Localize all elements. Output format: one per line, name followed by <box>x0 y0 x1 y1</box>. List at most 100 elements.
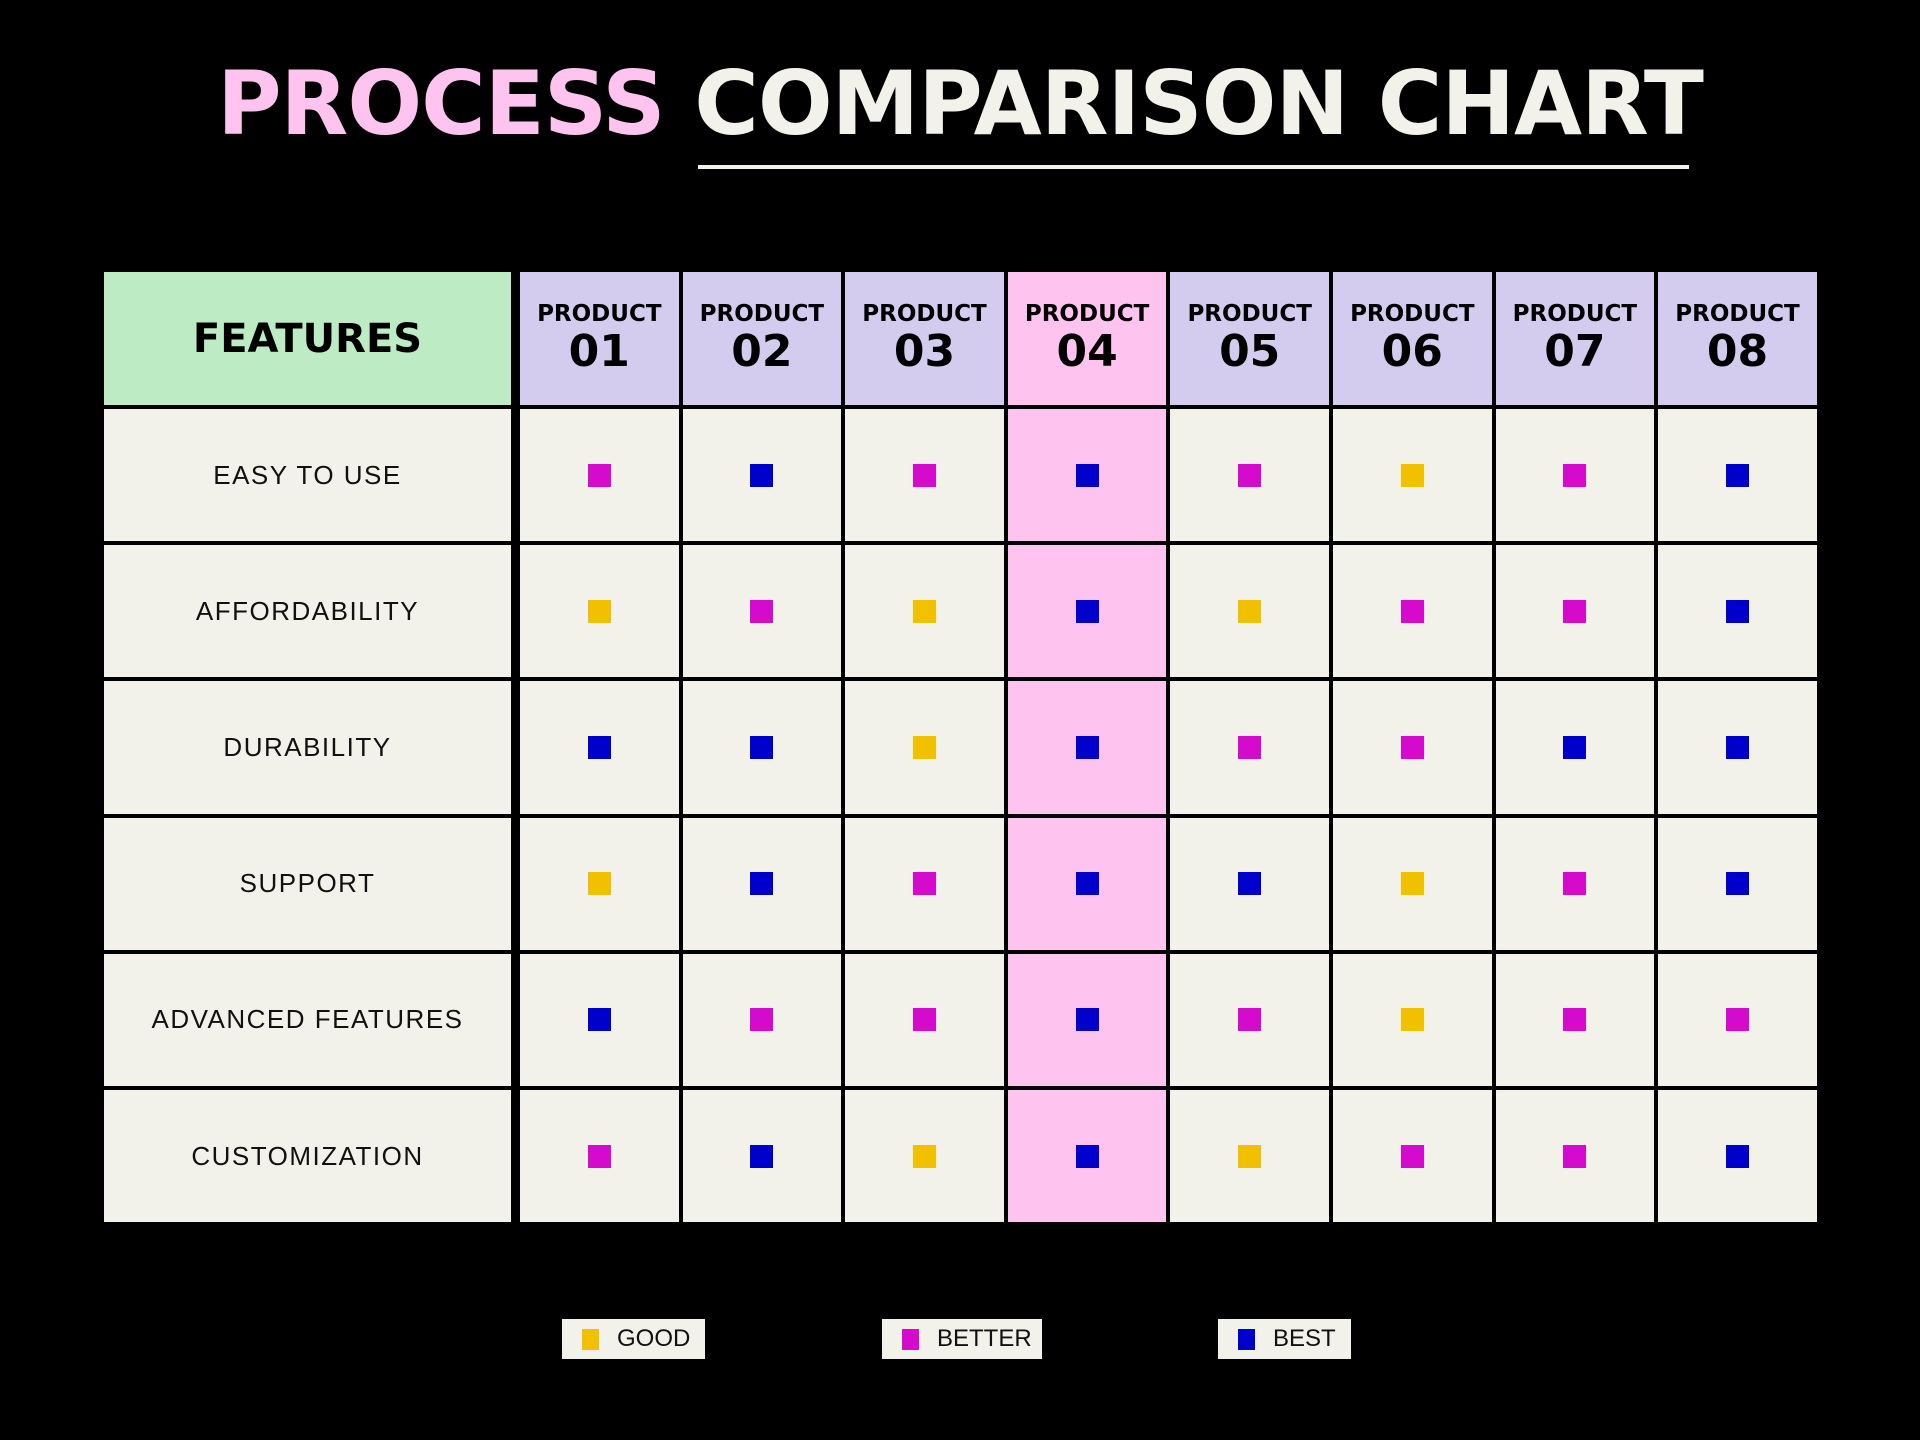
row-label: ADVANCED FEATURES <box>104 953 511 1086</box>
table-cell <box>520 817 679 950</box>
rating-mark-better <box>1725 1008 1749 1032</box>
rating-mark-better <box>587 463 611 487</box>
table-cell <box>1007 545 1167 678</box>
rating-mark-better <box>912 1008 936 1032</box>
rating-mark-good <box>912 1144 936 1168</box>
product-number: 03 <box>893 326 956 377</box>
legend-label: BETTER <box>937 1325 1032 1352</box>
product-number: 08 <box>1706 326 1769 377</box>
product-number: 06 <box>1381 326 1443 377</box>
table-cell <box>845 1090 1004 1223</box>
table-cell <box>1170 409 1329 542</box>
product-number: 04 <box>1056 326 1118 377</box>
product-label: PRODUCT <box>699 301 825 327</box>
product-number: 01 <box>568 326 630 377</box>
table-cell <box>1007 1090 1167 1223</box>
table-cell <box>1170 681 1329 814</box>
rating-mark-best <box>750 1144 774 1168</box>
table-cell <box>1333 409 1492 542</box>
legend-swatch <box>902 1328 919 1350</box>
rating-mark-best <box>750 735 774 759</box>
rating-mark-best <box>1238 872 1262 896</box>
column-header-product-01: PRODUCT 01 <box>520 272 679 405</box>
table-cell <box>1170 545 1329 678</box>
table-cell <box>520 1090 679 1223</box>
table-cell <box>1495 409 1655 542</box>
table-cell <box>1170 1090 1329 1223</box>
table-cell <box>845 817 1004 950</box>
table-cell <box>845 545 1004 678</box>
product-label: PRODUCT <box>1187 301 1312 327</box>
table-cell <box>1007 953 1167 1086</box>
legend-label: BEST <box>1273 1325 1336 1352</box>
row-label: AFFORDABILITY <box>104 545 511 678</box>
table-cell <box>1658 409 1817 542</box>
rating-mark-better <box>750 599 774 623</box>
rating-mark-best <box>1075 735 1099 759</box>
rating-mark-good <box>587 872 611 896</box>
title-process: PROCESS <box>217 52 666 155</box>
table-cell <box>1658 953 1817 1086</box>
table-cell <box>520 545 679 678</box>
row-label: EASY TO USE <box>104 409 511 542</box>
table-cell <box>520 409 679 542</box>
table-cell <box>1333 953 1492 1086</box>
product-label: PRODUCT <box>1675 301 1800 327</box>
row-label: DURABILITY <box>104 681 511 814</box>
rating-mark-best <box>1725 872 1749 896</box>
table-cell <box>1333 817 1492 950</box>
chart-title: PROCESS COMPARISON CHART <box>0 52 1920 169</box>
column-header-product-05: PRODUCT 05 <box>1170 272 1329 405</box>
product-number: 02 <box>731 326 793 377</box>
table-cell <box>1007 681 1167 814</box>
table-cell <box>845 409 1004 542</box>
rating-mark-better <box>1400 735 1424 759</box>
rating-mark-better <box>1238 735 1262 759</box>
rating-mark-better <box>1238 463 1262 487</box>
title-comparison-chart: COMPARISON CHART <box>694 52 1704 169</box>
rating-mark-better <box>1400 1144 1424 1168</box>
rating-mark-good <box>912 735 936 759</box>
table-cell <box>845 681 1004 814</box>
column-header-product-06: PRODUCT 06 <box>1333 272 1492 405</box>
rating-mark-better <box>750 1008 774 1032</box>
rating-mark-better <box>1563 599 1587 623</box>
rating-mark-better <box>1238 1008 1262 1032</box>
column-header-product-03: PRODUCT 03 <box>845 272 1004 405</box>
features-header: FEATURES <box>104 272 511 405</box>
column-header-product-08: PRODUCT 08 <box>1658 272 1817 405</box>
product-number: 05 <box>1219 326 1281 377</box>
legend-swatch <box>1238 1328 1255 1350</box>
rating-mark-better <box>912 463 936 487</box>
rating-mark-best <box>1725 463 1749 487</box>
table-cell <box>682 545 842 678</box>
table-cell <box>1333 1090 1492 1223</box>
rating-mark-better <box>1563 1144 1587 1168</box>
legend-item-better: BETTER <box>882 1319 1042 1359</box>
table-cell <box>520 953 679 1086</box>
rating-mark-good <box>587 599 611 623</box>
legend-item-best: BEST <box>1218 1319 1351 1359</box>
rating-mark-better <box>1400 599 1424 623</box>
table-cell <box>1333 545 1492 678</box>
rating-mark-better <box>587 1144 611 1168</box>
column-header-product-04: PRODUCT 04 <box>1007 272 1167 405</box>
table-cell <box>1658 681 1817 814</box>
rating-mark-best <box>1725 735 1749 759</box>
table-cell <box>1170 817 1329 950</box>
legend-item-good: GOOD <box>562 1319 705 1359</box>
table-cell <box>1658 817 1817 950</box>
table-cell <box>1495 953 1655 1086</box>
row-label: CUSTOMIZATION <box>104 1090 511 1223</box>
column-header-product-02: PRODUCT 02 <box>682 272 842 405</box>
rating-mark-best <box>1563 735 1587 759</box>
product-label: PRODUCT <box>1350 301 1475 327</box>
rating-mark-good <box>912 599 936 623</box>
table-cell <box>845 953 1004 1086</box>
rating-mark-good <box>1400 463 1424 487</box>
rating-mark-best <box>587 735 611 759</box>
rating-mark-best <box>1075 1144 1099 1168</box>
product-label: PRODUCT <box>1024 301 1150 327</box>
product-label: PRODUCT <box>1512 301 1638 327</box>
table-cell <box>682 681 842 814</box>
